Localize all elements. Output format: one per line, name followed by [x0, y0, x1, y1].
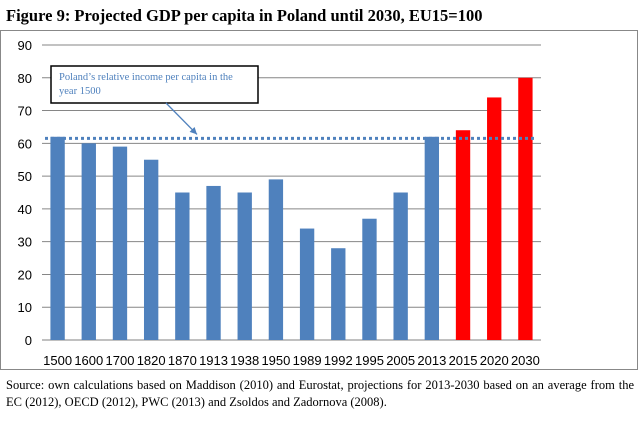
bar-1500	[50, 136, 65, 340]
bar-1820	[143, 159, 159, 340]
y-tick-label: 10	[18, 300, 32, 315]
annotation: Poland’s relative income per capita in t…	[50, 65, 259, 135]
chart-container: 0 10 20 30 40 50 60 70 80 90 1500 1600 1700 1820 1870…	[0, 30, 638, 370]
annotation-line: year 1500	[59, 86, 101, 97]
y-tick-label: 50	[18, 169, 32, 184]
bar-2020	[487, 97, 502, 340]
x-tick-label: 1870	[168, 353, 197, 368]
bar-1700	[112, 146, 128, 340]
bar-1600	[81, 143, 96, 340]
x-tick-label: 2015	[449, 353, 478, 368]
bar-1989	[299, 228, 315, 340]
source-note: Source: own calculations based on Maddis…	[6, 378, 634, 409]
x-tick-label: 1992	[324, 353, 353, 368]
bar-1870	[175, 192, 190, 340]
annotation-box	[50, 65, 259, 104]
x-axis-tick-labels: 1500 1600 1700 1820 1870 1913 1938 1950 1989 1992…	[43, 353, 540, 368]
x-tick-label: 1600	[74, 353, 103, 368]
x-tick-label: 2030	[511, 353, 540, 368]
bar-2015	[455, 130, 471, 340]
x-tick-label: 1500	[43, 353, 72, 368]
y-tick-label: 70	[18, 104, 32, 119]
y-tick-label: 20	[18, 267, 32, 282]
bar-1995	[362, 218, 377, 340]
x-tick-label: 1820	[137, 353, 166, 368]
annotation-arrow	[165, 102, 198, 135]
y-tick-label: 30	[18, 235, 32, 250]
y-tick-label: 0	[25, 333, 32, 348]
bar-2005	[393, 192, 408, 340]
bar-1950	[268, 179, 284, 340]
x-tick-label: 1950	[261, 353, 290, 368]
y-tick-label: 90	[18, 38, 32, 53]
figure-title: Figure 9: Projected GDP per capita in Po…	[6, 6, 483, 25]
x-tick-label: 1989	[293, 353, 322, 368]
bars	[50, 77, 533, 341]
bar-2030	[518, 77, 533, 341]
y-tick-label: 80	[18, 71, 32, 86]
annotation-line: Poland’s relative income per capita in t…	[59, 72, 233, 83]
bar-2013	[424, 136, 440, 340]
y-tick-label: 40	[18, 202, 32, 217]
bar-1913	[206, 185, 221, 340]
y-tick-label: 60	[18, 136, 32, 151]
annotation-text: Poland’s relative income per capita in t…	[59, 72, 233, 97]
x-tick-label: 2005	[386, 353, 415, 368]
annotation-arrowhead	[189, 126, 197, 135]
bar-1992	[331, 248, 346, 340]
x-tick-label: 2013	[417, 353, 446, 368]
x-tick-label: 1700	[106, 353, 135, 368]
x-tick-label: 1913	[199, 353, 228, 368]
x-tick-label: 2020	[480, 353, 509, 368]
bar-1938	[237, 192, 252, 340]
x-tick-label: 1995	[355, 353, 384, 368]
y-axis-tick-labels: 0 10 20 30 40 50 60 70 80 90	[18, 38, 32, 348]
x-tick-label: 1938	[230, 353, 259, 368]
